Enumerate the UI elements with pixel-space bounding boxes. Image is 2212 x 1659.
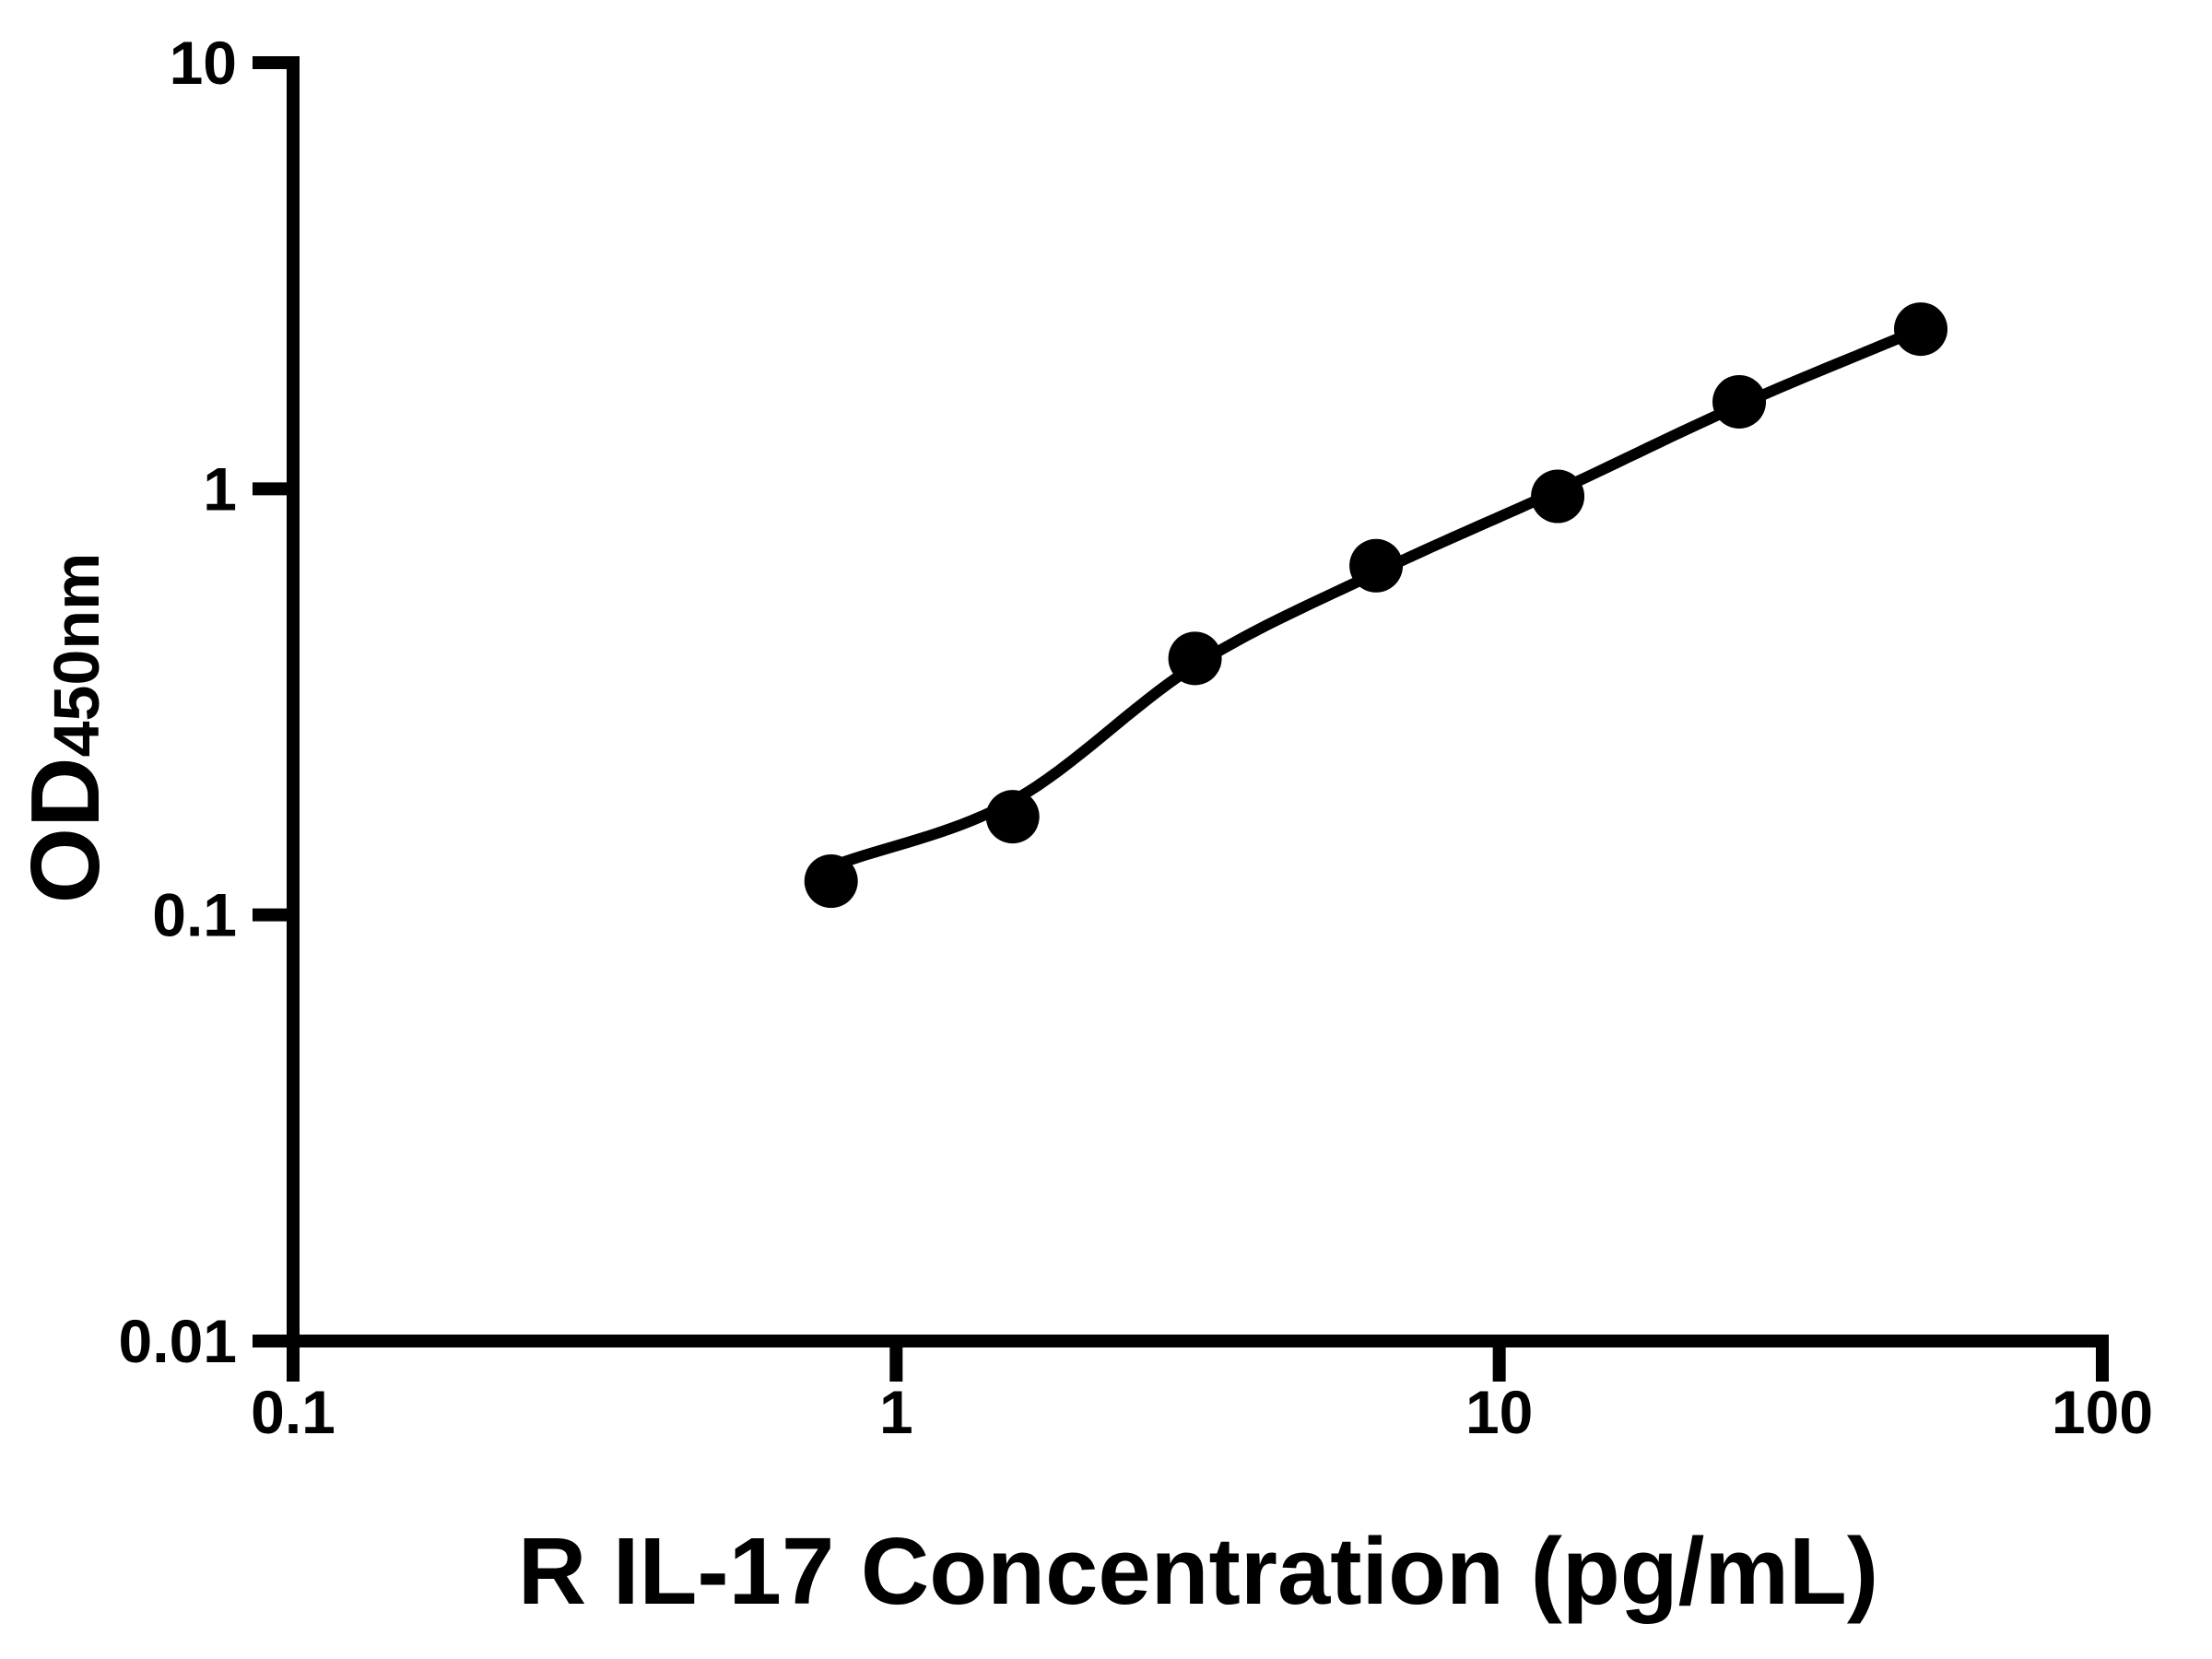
- data-point: [1894, 302, 1948, 357]
- y-tick-label: 0.1: [152, 881, 237, 949]
- y-tick-label: 0.01: [119, 1307, 237, 1375]
- plot-area: [804, 302, 1948, 909]
- ticks: [253, 56, 2109, 1382]
- y-axis-title-subscript: 450nm: [41, 553, 112, 758]
- data-point: [1349, 538, 1404, 593]
- x-tick-label: 1: [879, 1378, 913, 1446]
- y-axis-title-main: OD: [11, 757, 120, 903]
- data-point: [804, 854, 858, 909]
- y-axis-title: OD450nm: [11, 553, 120, 904]
- data-point: [985, 790, 1040, 844]
- data-point: [1531, 469, 1585, 524]
- y-tick-label: 10: [170, 29, 237, 97]
- x-tick-label: 10: [1465, 1378, 1533, 1446]
- data-point: [1712, 374, 1767, 429]
- y-tick-label: 1: [203, 454, 237, 523]
- x-tick-label: 100: [2052, 1378, 2153, 1446]
- data-point: [1168, 631, 1222, 686]
- x-axis-title: R IL-17 Concentration (pg/mL): [518, 1518, 1878, 1624]
- x-tick-label: 0.1: [251, 1378, 335, 1446]
- axes: [287, 56, 2109, 1347]
